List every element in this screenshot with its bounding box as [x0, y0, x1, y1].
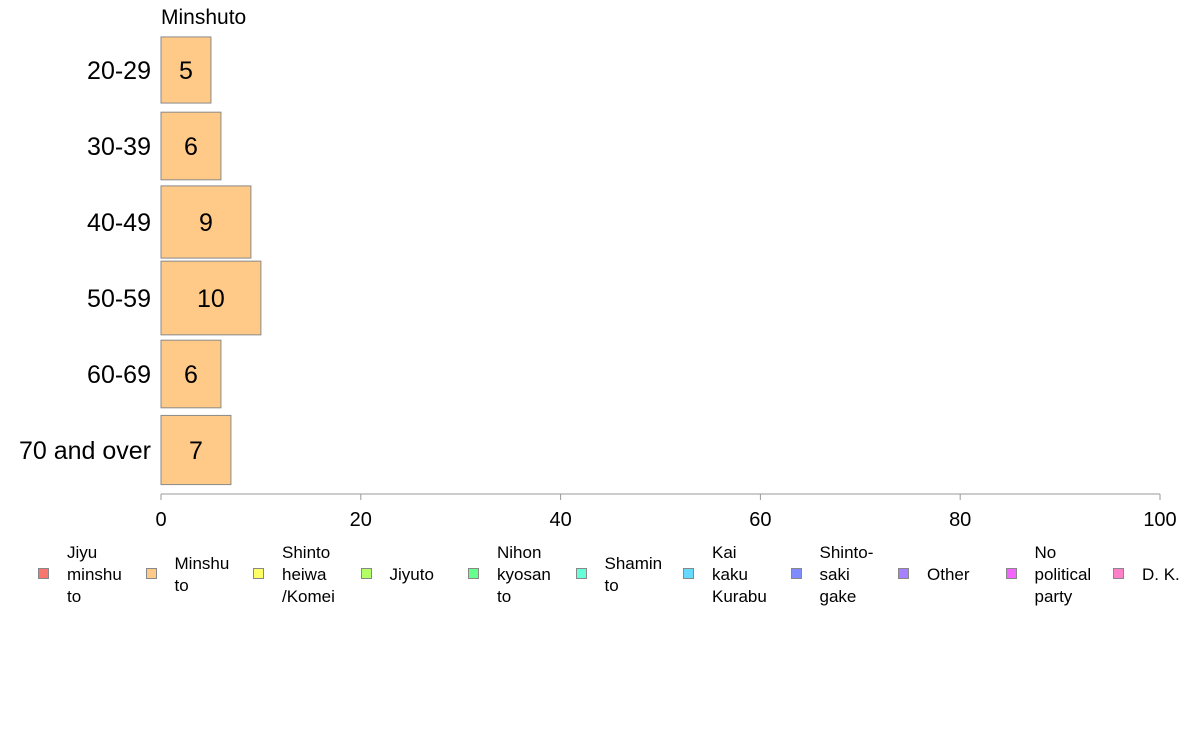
- legend-label: Shinto- saki gake: [819, 543, 874, 606]
- legend-label: Minshu to: [174, 554, 230, 595]
- legend-swatch: [575, 568, 587, 579]
- legend-swatch: [1113, 568, 1124, 579]
- legend-swatch: [38, 568, 49, 579]
- legend-item: Jiyu minshu to: [38, 542, 122, 608]
- category-label: 50-59: [87, 285, 151, 313]
- legend-swatch: [468, 568, 479, 579]
- legend-label: No political party: [1034, 543, 1092, 606]
- legend-item: Minshu to: [145, 542, 230, 608]
- bar-50-59: [160, 260, 262, 336]
- bar-value-label: 5: [179, 57, 193, 85]
- legend-swatch: [360, 568, 372, 579]
- bar-value-label: 6: [184, 133, 198, 161]
- bar-value-label: 6: [184, 361, 198, 389]
- legend-label: D. K.: [1142, 565, 1180, 584]
- x-tick-label: 100: [1143, 509, 1176, 531]
- bar-30-39: [160, 111, 222, 181]
- legend-label: Jiyuto: [389, 565, 434, 584]
- legend-swatch: [253, 568, 264, 579]
- legend-swatch: [145, 568, 157, 579]
- legend-item: No political party: [1005, 542, 1092, 608]
- legend-item: Shinto- saki gake: [790, 542, 874, 608]
- bars-group: 5 20-29 6 30-39 9 40-49 10 50-59 6 60-69 7 70 and o…: [19, 36, 262, 486]
- bar-70-and-over: [160, 414, 232, 486]
- legend-swatch: [1005, 568, 1017, 579]
- legend: Jiyu minshu to Minshu to Shinto heiwa /Kom…: [38, 542, 1188, 612]
- legend-label: Nihon kyosan to: [497, 543, 551, 606]
- legend-label: Kai kaku Kurabu: [712, 543, 767, 606]
- bar-chart: Minshuto 5 20-29 6 30-39 9 40-49 10 50-59 6 60-69…: [19, 6, 1177, 531]
- legend-label: Other: [927, 565, 970, 584]
- category-label: 70 and over: [19, 437, 151, 465]
- bar-20-29: [160, 36, 212, 104]
- category-label: 60-69: [87, 361, 151, 389]
- category-label: 30-39: [87, 133, 151, 161]
- x-tick-label: 40: [549, 509, 571, 531]
- x-tick-label: 0: [155, 509, 166, 531]
- legend-label: Jiyu minshu to: [67, 543, 122, 606]
- bar-value-label: 7: [189, 437, 203, 465]
- legend-label: Shinto heiwa /Komei: [282, 543, 335, 606]
- legend-item: Shinto heiwa /Komei: [253, 542, 335, 608]
- bar-40-49: [160, 185, 252, 259]
- legend-item: Kai kaku Kurabu: [683, 542, 767, 608]
- category-label: 20-29: [87, 57, 151, 85]
- x-axis: 0 20 40 60 80 100: [155, 493, 1177, 531]
- x-tick-label: 80: [949, 509, 971, 531]
- category-label: 40-49: [87, 209, 151, 237]
- panel-title: Minshuto: [161, 6, 246, 29]
- legend-swatch: [683, 568, 694, 579]
- bar-value-label: 10: [197, 285, 225, 313]
- legend-swatch: [898, 568, 909, 579]
- legend-label: Shamin to: [604, 554, 663, 595]
- legend-item: Nihon kyosan to: [468, 542, 551, 608]
- x-tick-label: 60: [749, 509, 771, 531]
- legend-item: D. K.: [1113, 542, 1180, 608]
- legend-item: Jiyuto: [360, 542, 434, 608]
- x-tick-label: 20: [350, 509, 372, 531]
- bar-value-label: 9: [199, 209, 213, 237]
- legend-item: Other: [898, 542, 970, 608]
- legend-item: Shamin to: [575, 542, 663, 608]
- legend-swatch: [790, 568, 802, 579]
- bar-60-69: [160, 339, 222, 409]
